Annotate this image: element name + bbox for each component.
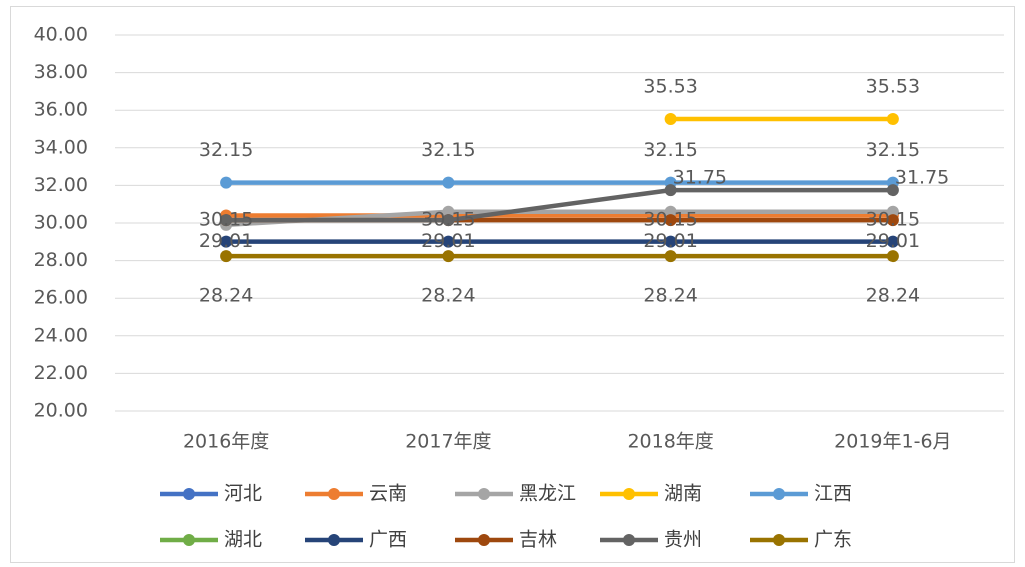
data-label: 31.75 — [895, 167, 949, 189]
data-label: 30.15 — [643, 209, 697, 231]
series-marker — [886, 184, 899, 197]
series-marker — [220, 176, 233, 189]
data-label: 30.15 — [866, 209, 920, 231]
x-tick-label: 2019年1-6月 — [834, 431, 951, 453]
data-label: 35.53 — [866, 76, 920, 98]
y-tick-label: 34.00 — [34, 136, 88, 158]
y-tick-label: 38.00 — [34, 61, 88, 83]
series-marker — [664, 235, 677, 248]
y-tick-label: 24.00 — [34, 324, 88, 346]
legend-marker — [328, 488, 340, 500]
data-label: 31.75 — [673, 167, 727, 189]
series-marker — [442, 250, 455, 263]
series-marker — [664, 214, 677, 227]
data-label: 28.24 — [866, 285, 920, 307]
chart-frame — [10, 6, 1015, 563]
series-marker — [664, 113, 677, 126]
series-marker — [886, 214, 899, 227]
y-tick-label: 20.00 — [34, 400, 88, 422]
x-tick-label: 2018年度 — [627, 431, 713, 453]
data-label: 28.24 — [643, 285, 697, 307]
x-tick-label: 2017年度 — [405, 431, 491, 453]
data-label: 32.15 — [199, 139, 253, 161]
series-marker — [220, 250, 233, 263]
data-label: 29.01 — [199, 230, 253, 252]
series-marker — [664, 250, 677, 263]
legend-marker — [623, 534, 635, 546]
legend-label: 河北 — [224, 483, 262, 505]
series-marker — [442, 205, 455, 218]
legend-label: 广东 — [814, 529, 852, 551]
data-label: 32.15 — [421, 139, 475, 161]
data-label: 35.53 — [643, 76, 697, 98]
legend-marker — [328, 534, 340, 546]
legend-marker — [773, 534, 785, 546]
legend-marker — [623, 488, 635, 500]
legend-marker — [478, 534, 490, 546]
series-marker — [442, 176, 455, 189]
legend-label: 江西 — [814, 483, 852, 505]
data-label: 30.15 — [199, 209, 253, 231]
y-tick-label: 22.00 — [34, 362, 88, 384]
series-marker — [664, 205, 677, 218]
series-marker — [886, 205, 899, 218]
series-marker — [886, 235, 899, 248]
series-marker — [664, 184, 677, 197]
y-tick-label: 40.00 — [34, 24, 88, 46]
y-tick-label: 30.00 — [34, 212, 88, 234]
x-tick-label: 2016年度 — [183, 431, 269, 453]
data-label: 28.24 — [199, 285, 253, 307]
legend-marker — [183, 488, 195, 500]
series-marker — [220, 214, 233, 227]
y-tick-label: 32.00 — [34, 174, 88, 196]
series-marker — [886, 250, 899, 263]
legend-label: 吉林 — [519, 529, 557, 551]
series-marker — [442, 235, 455, 248]
legend-label: 广西 — [369, 529, 407, 551]
legend-label: 湖北 — [224, 529, 262, 551]
y-tick-label: 36.00 — [34, 99, 88, 121]
data-label: 29.01 — [421, 230, 475, 252]
y-tick-label: 28.00 — [34, 249, 88, 271]
series-line — [226, 187, 893, 223]
legend-label: 云南 — [369, 483, 407, 505]
series-marker — [220, 235, 233, 248]
legend-label: 湖南 — [664, 483, 702, 505]
legend-marker — [478, 488, 490, 500]
data-label: 29.01 — [643, 230, 697, 252]
legend-marker — [773, 488, 785, 500]
legend-label: 黑龙江 — [519, 483, 576, 505]
legend-label: 贵州 — [664, 529, 702, 551]
data-label: 30.15 — [421, 209, 475, 231]
data-label: 32.15 — [866, 139, 920, 161]
data-label: 32.15 — [643, 139, 697, 161]
y-tick-label: 26.00 — [34, 287, 88, 309]
data-label: 28.24 — [421, 285, 475, 307]
series-marker — [442, 214, 455, 227]
legend-marker — [183, 534, 195, 546]
data-label: 29.01 — [866, 230, 920, 252]
series-marker — [886, 113, 899, 126]
